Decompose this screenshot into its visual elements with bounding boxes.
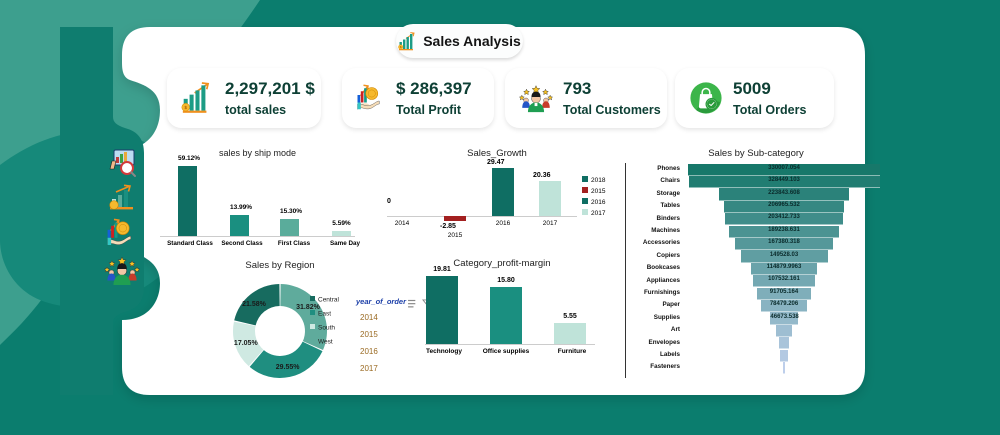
- svg-text:Central: Central: [318, 297, 340, 304]
- svg-text:17.05%: 17.05%: [234, 340, 259, 347]
- svg-text:29.55%: 29.55%: [276, 364, 301, 371]
- svg-text:31.82%: 31.82%: [296, 304, 321, 311]
- svg-text:South: South: [318, 325, 335, 332]
- svg-text:21.58%: 21.58%: [242, 301, 267, 308]
- svg-text:East: East: [318, 311, 331, 318]
- svg-text:West: West: [318, 339, 333, 346]
